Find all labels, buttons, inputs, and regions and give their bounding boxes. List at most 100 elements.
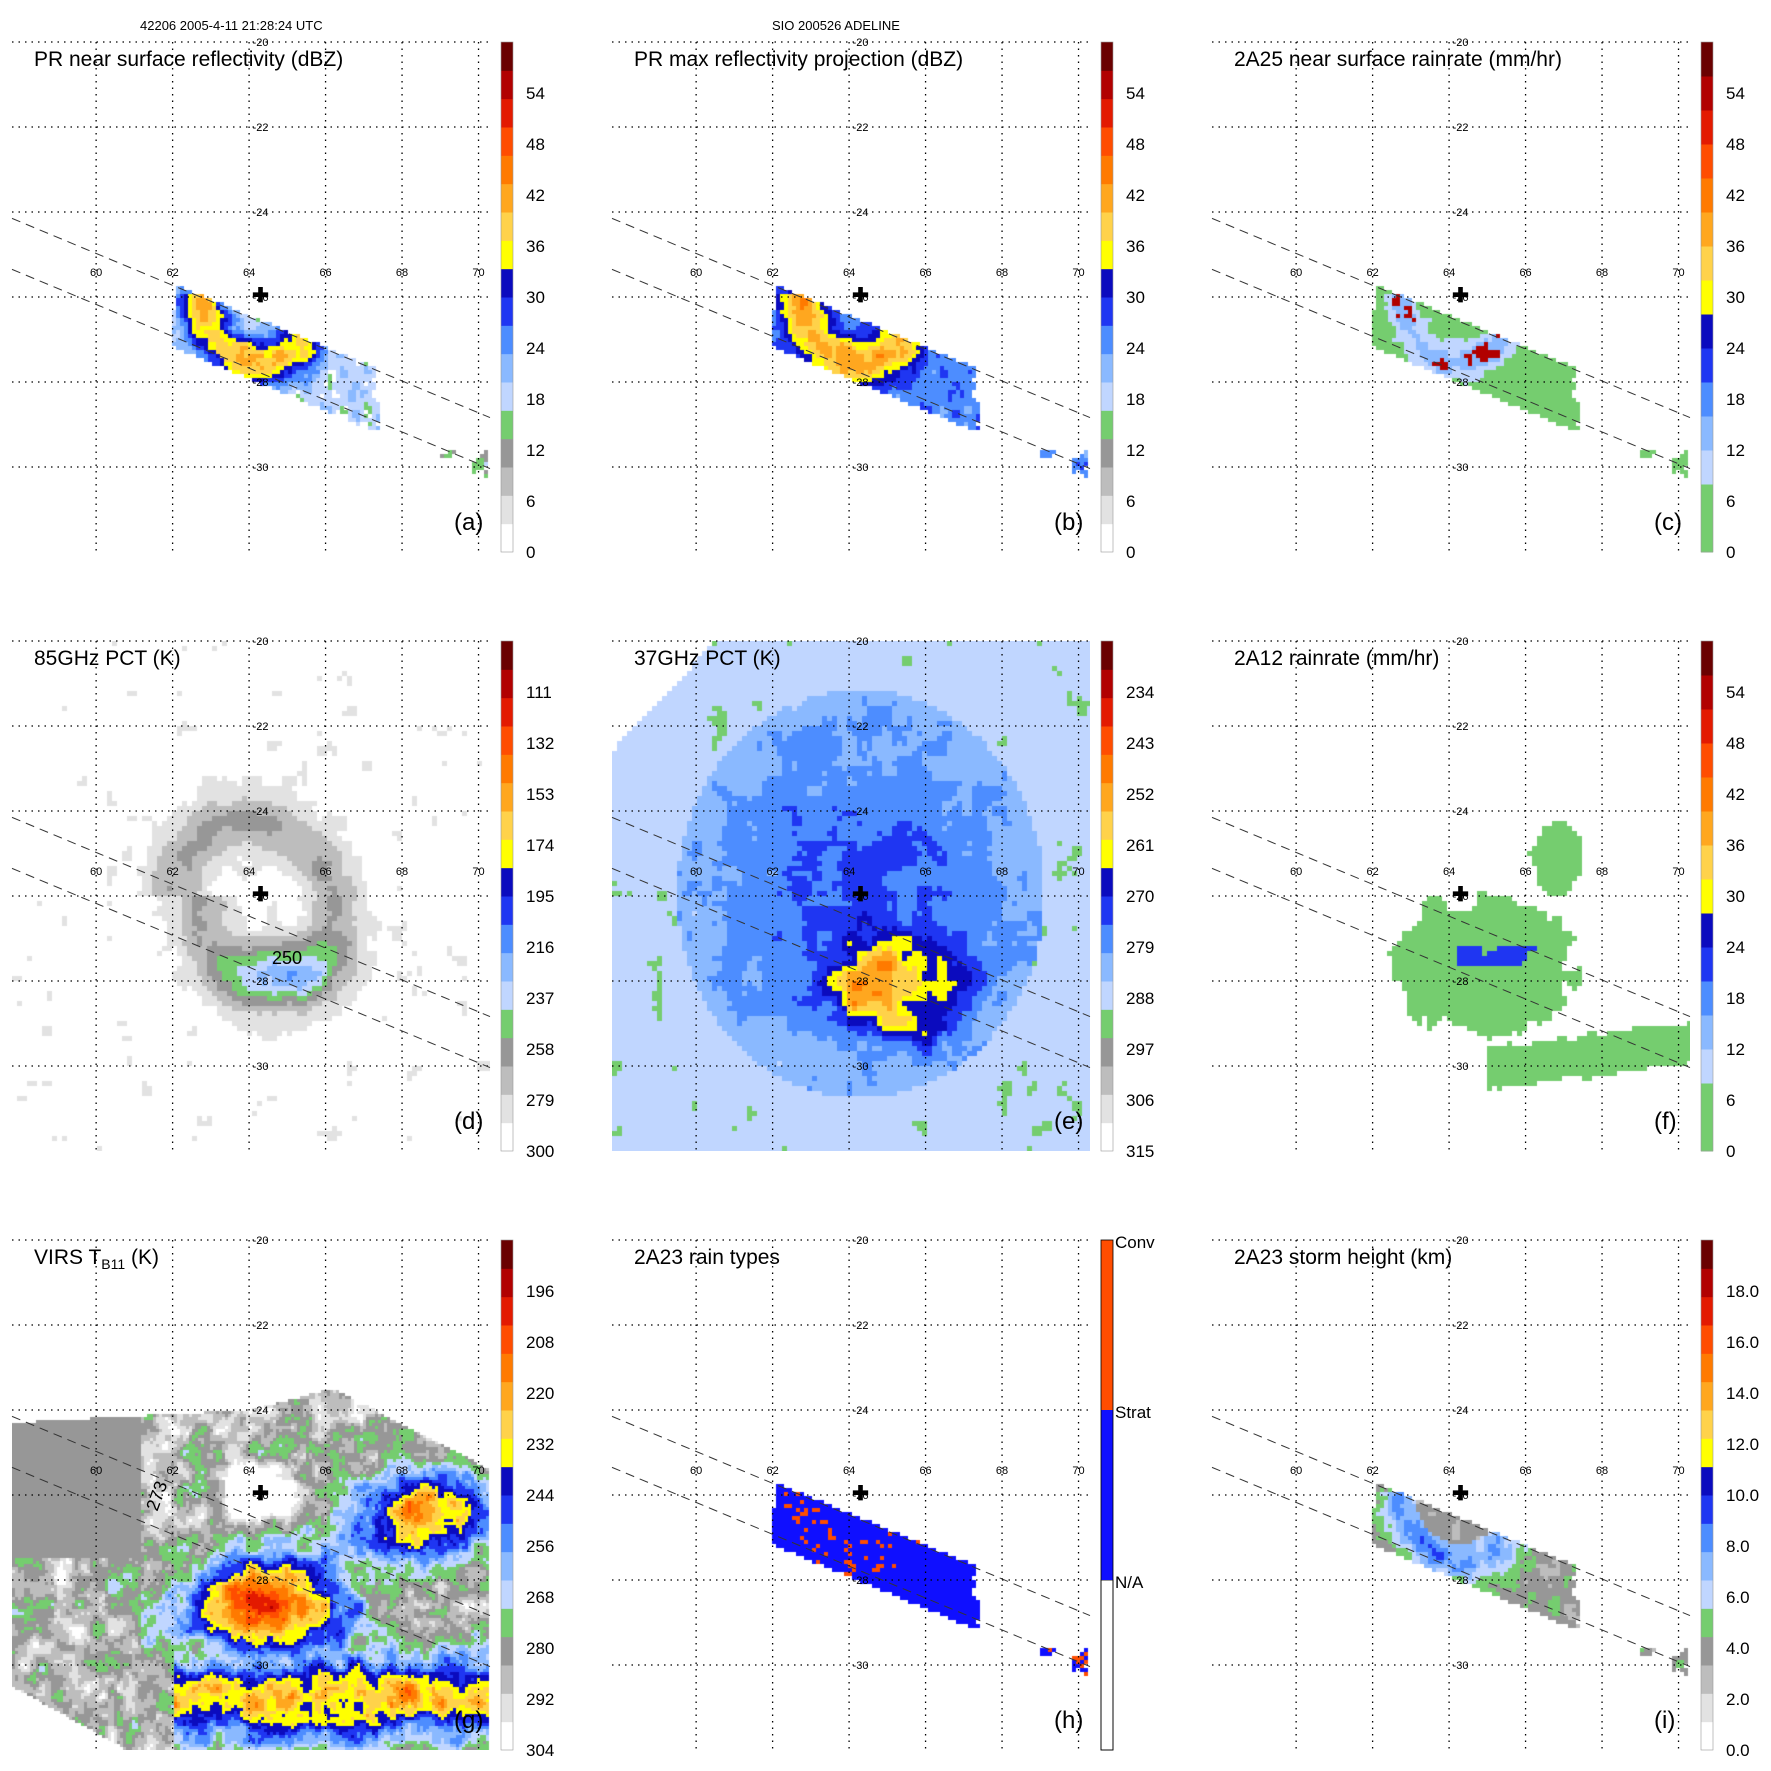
lat-tick-label: -30 [853, 1660, 869, 1672]
panel-label: (c) [1654, 509, 1682, 536]
colorbar-segment [501, 212, 513, 241]
lon-tick-label: 66 [919, 267, 931, 279]
colorbar-segment [1701, 743, 1713, 778]
lat-tick-label: -26 [853, 292, 869, 304]
lat-tick-label: -22 [853, 1320, 869, 1332]
panel-title: 2A23 storm height (km) [1234, 1246, 1452, 1269]
lon-tick-label: 70 [472, 1465, 484, 1477]
lon-tick-label: 60 [90, 866, 102, 878]
colorbar-tick-label: 132 [526, 734, 554, 753]
lat-tick-label: -22 [1453, 122, 1469, 134]
colorbar-segment [501, 523, 513, 553]
colorbar-segment [1701, 42, 1713, 77]
colorbar-tick-label: 12 [1726, 1040, 1745, 1059]
lat-tick-label: -26 [1453, 1490, 1469, 1502]
lon-tick-label: 68 [396, 1465, 408, 1477]
pr-swath-edge [11, 867, 491, 1069]
colorbar-tick-label: 292 [526, 1690, 554, 1709]
panel-b: 60 62 64 66 68 70-20-22-24-26-28-30✚PR max re… [611, 37, 1145, 562]
lat-tick-label: -30 [853, 1061, 869, 1073]
colorbar-segment [1701, 1438, 1713, 1468]
colorbar-segment [501, 1009, 513, 1039]
panel-title: PR near surface reflectivity (dBZ) [34, 48, 343, 71]
colorbar-segment [1701, 1083, 1713, 1118]
pr-swath-edge [11, 217, 491, 419]
colorbar-segment [1701, 1296, 1713, 1326]
lon-tick-label: 68 [996, 267, 1008, 279]
colorbar-segment [1101, 697, 1113, 727]
lon-tick-label: 68 [396, 267, 408, 279]
lon-tick-label: 62 [766, 866, 778, 878]
lat-tick-label: -20 [1453, 1235, 1469, 1247]
colorbar-segment [1701, 1240, 1713, 1269]
colorbar-segment [1701, 947, 1713, 982]
colorbar-segment [501, 896, 513, 925]
colorbar-tick-label: 18 [1726, 989, 1745, 1008]
colorbar-segment [501, 1094, 513, 1124]
colorbar-segment [1701, 382, 1713, 417]
lon-tick-label: 60 [690, 267, 702, 279]
colorbar-segment [501, 782, 513, 812]
colorbar-segment [1701, 1410, 1713, 1439]
colorbar-tick-label: 304 [526, 1741, 554, 1760]
colorbar-segment [1701, 1049, 1713, 1084]
colorbar-tick-label: 42 [1126, 186, 1145, 205]
colorbar-tick-label: 268 [526, 1588, 554, 1607]
colorbar-tick-label: 237 [526, 989, 554, 1008]
colorbar-tick-label: 280 [526, 1639, 554, 1658]
colorbar-tick-label: 48 [1126, 135, 1145, 154]
lon-tick-label: 66 [1519, 1465, 1531, 1477]
colorbar-tick-label: 30 [1726, 288, 1745, 307]
colorbar-tick-label: 30 [1726, 887, 1745, 906]
colorbar-tick-label: 6 [1126, 492, 1135, 511]
colorbar-tick-label: 36 [1126, 237, 1145, 256]
colorbar-segment [501, 495, 513, 525]
lat-tick-label: -26 [853, 891, 869, 903]
lon-tick-label: 62 [1366, 866, 1378, 878]
colorbar-segment [1701, 178, 1713, 213]
colorbar-segment [1701, 1608, 1713, 1638]
colorbar-segment [1701, 1523, 1713, 1553]
colorbar-frame [500, 640, 514, 1152]
colorbar-segment [1101, 811, 1113, 840]
lon-tick-label: 60 [90, 1465, 102, 1477]
colorbar-segment [501, 98, 513, 128]
lon-tick-label: 60 [1290, 267, 1302, 279]
colorbar-segment [501, 240, 513, 270]
colorbar-tick-label: 12 [1726, 441, 1745, 460]
colorbar-segment [1101, 240, 1113, 270]
colorbar-segment [501, 268, 513, 298]
lat-tick-label: -20 [853, 1235, 869, 1247]
colorbar-segment [1101, 297, 1113, 326]
colorbar-segment [1101, 924, 1113, 954]
lat-tick-label: -20 [253, 37, 269, 49]
colorbar-segment [501, 467, 513, 496]
colorbar-tick-label: 42 [526, 186, 545, 205]
lat-tick-label: -26 [853, 1490, 869, 1502]
colorbar-tick-label: 208 [526, 1333, 554, 1352]
colorbar-segment [1101, 1066, 1113, 1095]
colorbar-segment [1701, 246, 1713, 281]
colorbar-segment [1701, 416, 1713, 451]
lon-tick-label: 64 [843, 866, 855, 878]
panel-title: VIRS TB11 (K) [34, 1246, 159, 1272]
lon-tick-label: 64 [1443, 866, 1455, 878]
colorbar-segment [1101, 981, 1113, 1010]
colorbar-segment [1101, 212, 1113, 241]
colorbar-segment [501, 1325, 513, 1354]
colorbar-tick-label: 54 [1726, 683, 1745, 702]
lat-tick-label: -26 [1453, 891, 1469, 903]
colorbar-tick-label: 6 [1726, 492, 1735, 511]
lat-tick-label: -24 [253, 207, 269, 219]
lat-tick-label: -28 [253, 377, 269, 389]
lat-tick-label: -26 [253, 891, 269, 903]
colorbar-segment [501, 183, 513, 213]
colorbar-segment [501, 325, 513, 355]
colorbar-segment [501, 726, 513, 755]
colorbar-segment [501, 1665, 513, 1694]
colorbar-tick-label: 54 [1726, 84, 1745, 103]
colorbar-segment [1701, 1325, 1713, 1354]
colorbar-segment [501, 952, 513, 982]
colorbar-segment [501, 1466, 513, 1496]
colorbar-segment [501, 382, 513, 411]
